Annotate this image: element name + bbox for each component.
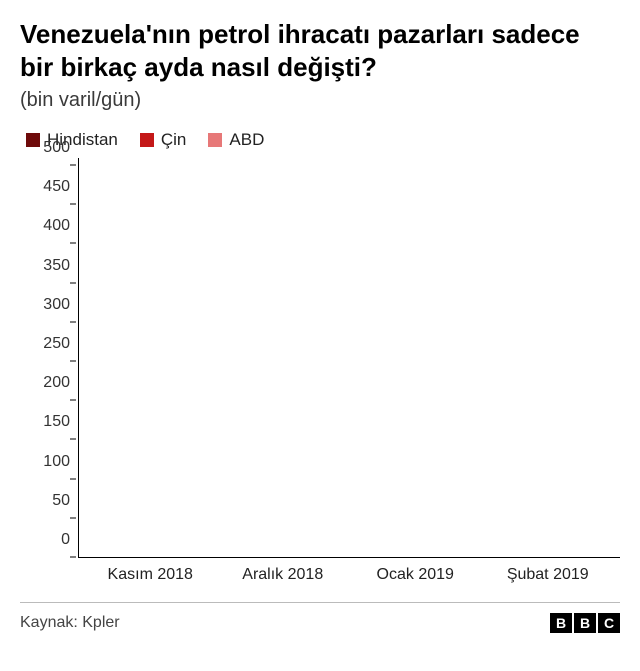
y-tick-label: 300 [43,296,70,314]
y-tick-mark [70,204,76,205]
legend: Hindistan Çin ABD [20,130,620,150]
y-tick-label: 500 [43,139,70,157]
y-tick-mark [70,243,76,244]
legend-label: Çin [161,130,187,150]
bbc-logo-letter: C [598,613,620,633]
x-tick-label: Kasım 2018 [95,560,205,588]
x-tick-label: Aralık 2018 [228,560,338,588]
y-tick-mark [70,478,76,479]
footer: Kaynak: Kpler BBC [20,602,620,633]
legend-label: ABD [229,130,264,150]
y-tick-label: 150 [43,413,70,431]
source-text: Kaynak: Kpler [20,614,120,632]
y-tick-mark [70,360,76,361]
legend-item: Hindistan [26,130,118,150]
y-tick-label: 250 [43,335,70,353]
y-tick-mark [70,400,76,401]
chart-area: 050100150200250300350400450500 Kasım 201… [30,158,620,588]
x-axis-labels: Kasım 2018 Aralık 2018 Ocak 2019 Şubat 2019 [78,560,620,588]
legend-item: ABD [208,130,264,150]
legend-item: Çin [140,130,187,150]
y-tick-mark [70,557,76,558]
chart-subtitle: (bin varil/gün) [20,89,620,112]
y-tick-label: 200 [43,374,70,392]
y-tick-label: 100 [43,453,70,471]
y-tick-mark [70,164,76,165]
y-tick-label: 400 [43,217,70,235]
y-tick-mark [70,282,76,283]
y-tick-mark [70,321,76,322]
x-tick-label: Şubat 2019 [493,560,603,588]
y-tick-label: 50 [52,492,70,510]
bbc-logo: BBC [550,613,620,633]
y-tick-mark [70,517,76,518]
legend-swatch [140,133,154,147]
chart-title: Venezuela'nın petrol ihracatı pazarları … [20,18,620,83]
plot-area [78,158,620,558]
legend-swatch [26,133,40,147]
bbc-logo-letter: B [550,613,572,633]
y-tick-label: 0 [61,531,70,549]
y-axis: 050100150200250300350400450500 [30,158,74,558]
chart-container: Venezuela'nın petrol ihracatı pazarları … [0,0,640,643]
y-tick-mark [70,439,76,440]
y-tick-label: 350 [43,257,70,275]
x-tick-label: Ocak 2019 [360,560,470,588]
legend-swatch [208,133,222,147]
y-tick-label: 450 [43,178,70,196]
bbc-logo-letter: B [574,613,596,633]
